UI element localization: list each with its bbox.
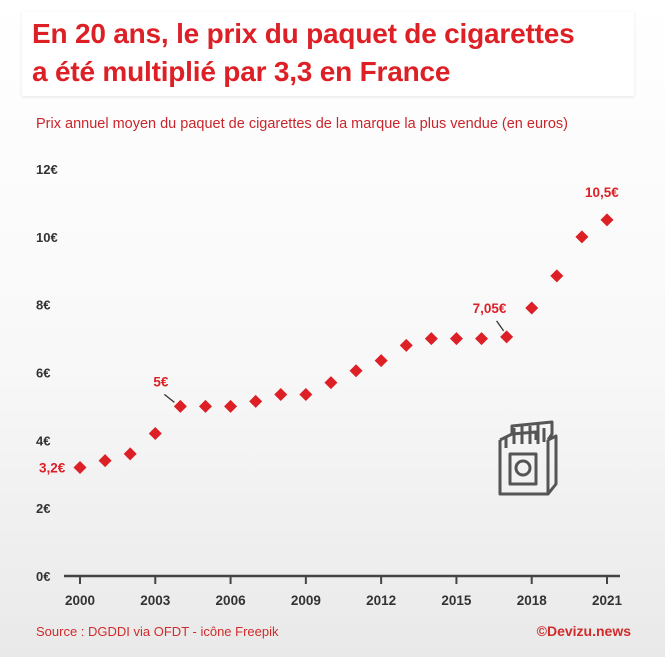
credit-note: ©Devizu.news [536, 623, 631, 639]
y-tick-label: 4€ [36, 433, 50, 448]
data-point [148, 427, 162, 441]
data-point [224, 399, 238, 413]
data-point [73, 460, 87, 474]
y-tick-label: 0€ [36, 569, 50, 584]
x-tick-label: 2018 [517, 593, 548, 608]
data-point [424, 332, 438, 346]
y-tick-label: 10€ [36, 230, 58, 245]
data-point [374, 354, 388, 368]
source-note: Source : DGDDI via OFDT - icône Freepik [36, 624, 279, 639]
data-point [525, 301, 539, 315]
data-point [173, 399, 187, 413]
y-tick-label: 6€ [36, 366, 50, 381]
annotation-label: 5€ [153, 374, 169, 389]
title-box: En 20 ans, le prix du paquet de cigarett… [22, 12, 634, 96]
data-point [249, 394, 263, 408]
annotation-label: 3,2€ [39, 460, 66, 475]
annotation-leader [163, 393, 175, 403]
data-point [98, 454, 112, 468]
chart-title-line-2: a été multiplié par 3,3 en France [32, 56, 451, 87]
data-point [475, 332, 489, 346]
x-tick-label: 2003 [140, 593, 171, 608]
y-tick-label: 8€ [36, 298, 50, 313]
y-tick-label: 12€ [36, 162, 58, 177]
annotation-label: 10,5€ [585, 185, 619, 200]
x-tick-label: 2015 [441, 593, 472, 608]
data-point [123, 447, 137, 461]
x-tick-label: 2000 [65, 593, 95, 608]
data-point [575, 230, 589, 244]
x-tick-label: 2021 [592, 593, 623, 608]
x-tick-label: 2012 [366, 593, 396, 608]
chart-title-line-1: En 20 ans, le prix du paquet de cigarett… [32, 18, 575, 49]
x-tick-label: 2006 [216, 593, 247, 608]
data-point [324, 376, 338, 390]
data-point [299, 388, 313, 402]
cigarette-pack-icon [498, 420, 558, 496]
data-point [600, 213, 614, 227]
data-point [274, 388, 288, 402]
data-point [349, 364, 363, 378]
data-point [449, 332, 463, 346]
chart-subtitle: Prix annuel moyen du paquet de cigarette… [36, 116, 568, 132]
data-point [399, 338, 413, 352]
x-tick-label: 2009 [291, 593, 321, 608]
annotation-label: 7,05€ [473, 301, 507, 316]
y-tick-label: 2€ [36, 501, 50, 516]
annotation-leader [496, 320, 505, 332]
data-point [198, 399, 212, 413]
data-point [500, 330, 514, 344]
data-point [550, 269, 564, 283]
